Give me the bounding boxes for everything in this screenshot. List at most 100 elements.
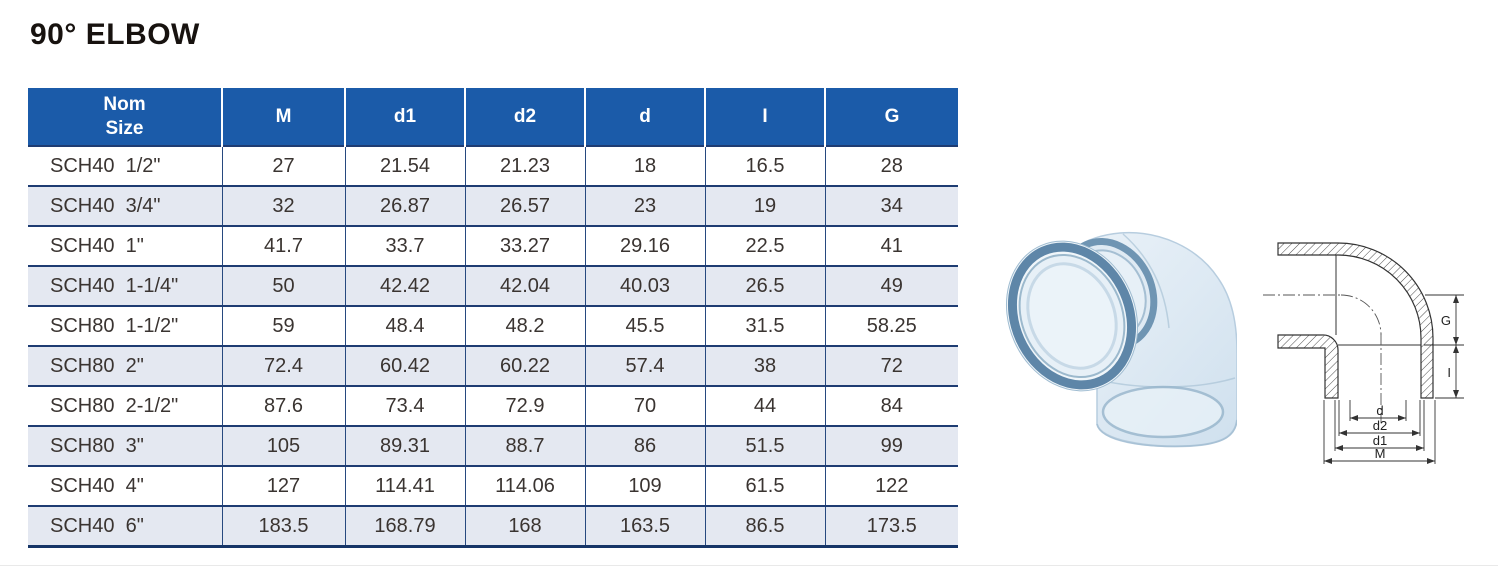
value-cell: 61.5 — [704, 466, 825, 506]
value-cell: 60.22 — [464, 346, 585, 386]
spec-table: Nom Size M d1 d2 d I G SCH40 1/2" 27 21.54… — [28, 88, 958, 548]
value-cell: 122 — [824, 466, 958, 506]
value-cell: 60.42 — [344, 346, 465, 386]
value-cell: 51.5 — [704, 426, 825, 466]
header-row: Nom Size M d1 d2 d I G — [28, 88, 958, 146]
value-cell: 114.41 — [344, 466, 465, 506]
spec-table-body: SCH40 1/2" 27 21.54 21.23 18 16.5 28 SCH40 3/4"… — [28, 146, 958, 547]
table-row: SCH80 2-1/2" 87.6 73.4 72.9 70 44 84 — [28, 386, 958, 426]
nom-size-cell: SCH80 2-1/2" — [50, 394, 179, 417]
table-row: SCH40 1" 41.7 33.7 33.27 29.16 22.5 41 — [28, 226, 958, 266]
header-m: M — [221, 88, 345, 146]
value-cell: 105 — [221, 426, 345, 466]
value-cell: 89.31 — [344, 426, 465, 466]
dim-label-d2: d2 — [1373, 418, 1387, 433]
dim-label-m: M — [1375, 446, 1386, 461]
value-cell: 49 — [824, 266, 958, 306]
table-row: SCH80 1-1/2" 59 48.4 48.2 45.5 31.5 58.25 — [28, 306, 958, 346]
nom-size-cell: SCH40 1/2" — [50, 154, 161, 177]
dome-seam — [1122, 233, 1170, 329]
elbow-section-walls — [1277, 242, 1434, 399]
header-d: d — [584, 88, 705, 146]
nom-size-cell: SCH40 1" — [50, 234, 144, 257]
value-cell: 26.57 — [464, 186, 585, 226]
header-g: G — [824, 88, 958, 146]
value-cell: 40.03 — [584, 266, 705, 306]
value-cell: 32 — [221, 186, 345, 226]
value-cell: 183.5 — [221, 506, 345, 547]
product-photo — [985, 228, 1238, 470]
value-cell: 22.5 — [704, 226, 825, 266]
header-l: I — [704, 88, 825, 146]
value-cell: 127 — [221, 466, 345, 506]
value-cell: 33.27 — [464, 226, 585, 266]
value-cell: 48.2 — [464, 306, 585, 346]
table-row: SCH40 6" 183.5 168.79 168 163.5 86.5 173.5 — [28, 506, 958, 547]
value-cell: 72.9 — [464, 386, 585, 426]
bottom-rim — [1096, 419, 1238, 448]
value-cell: 44 — [704, 386, 825, 426]
value-cell: 27 — [221, 146, 345, 186]
front-socket-ring — [1005, 240, 1139, 392]
table-row: SCH40 1/2" 27 21.54 21.23 18 16.5 28 — [28, 146, 958, 186]
value-cell: 48.4 — [344, 306, 465, 346]
nom-size-cell: SCH40 4" — [50, 474, 144, 497]
value-cell: 26.87 — [344, 186, 465, 226]
value-cell: 72 — [824, 346, 958, 386]
header-d1: d1 — [344, 88, 465, 146]
value-cell: 23 — [584, 186, 705, 226]
bottom-opening — [1101, 385, 1225, 439]
nom-size-cell: SCH40 6" — [50, 514, 144, 537]
nom-size-cell: SCH40 1-1/4" — [50, 274, 179, 297]
value-cell: 59 — [221, 306, 345, 346]
dim-right — [1424, 294, 1464, 399]
value-cell: 42.04 — [464, 266, 585, 306]
value-cell: 28 — [824, 146, 958, 186]
elbow-drawing-svg: G I d d2 d1 M — [1263, 242, 1464, 464]
value-cell: 99 — [824, 426, 958, 466]
table-row: SCH80 3" 105 89.31 88.7 86 51.5 99 — [28, 426, 958, 466]
centerlines — [1263, 294, 1382, 423]
value-cell: 70 — [584, 386, 705, 426]
value-cell: 41 — [824, 226, 958, 266]
table-row: SCH40 3/4" 32 26.87 26.57 23 19 34 — [28, 186, 958, 226]
value-cell: 33.7 — [344, 226, 465, 266]
value-cell: 18 — [584, 146, 705, 186]
value-cell: 29.16 — [584, 226, 705, 266]
technical-drawing: G I d d2 d1 M — [1263, 233, 1468, 478]
value-cell: 86 — [584, 426, 705, 466]
elbow-photo-svg — [1005, 231, 1238, 448]
page-title: 90° ELBOW — [30, 18, 200, 51]
dim-label-i: I — [1447, 365, 1451, 380]
value-cell: 168 — [464, 506, 585, 547]
dim-label-d: d — [1376, 403, 1383, 418]
value-cell: 21.54 — [344, 146, 465, 186]
header-nom-size: Nom Size — [28, 88, 222, 146]
nom-size-cell: SCH80 1-1/2" — [50, 314, 179, 337]
value-cell: 31.5 — [704, 306, 825, 346]
value-cell: 34 — [824, 186, 958, 226]
value-cell: 41.7 — [221, 226, 345, 266]
value-cell: 19 — [704, 186, 825, 226]
value-cell: 173.5 — [824, 506, 958, 547]
value-cell: 58.25 — [824, 306, 958, 346]
nom-size-cell: SCH80 2" — [50, 354, 144, 377]
value-cell: 38 — [704, 346, 825, 386]
value-cell: 42.42 — [344, 266, 465, 306]
table-row: SCH40 1-1/4" 50 42.42 42.04 40.03 26.5 49 — [28, 266, 958, 306]
table-row: SCH40 4" 127 114.41 114.06 109 61.5 122 — [28, 466, 958, 506]
value-cell: 50 — [221, 266, 345, 306]
bottom-divider — [0, 565, 1498, 566]
value-cell: 86.5 — [704, 506, 825, 547]
value-cell: 72.4 — [221, 346, 345, 386]
value-cell: 73.4 — [344, 386, 465, 426]
value-cell: 26.5 — [704, 266, 825, 306]
value-cell: 84 — [824, 386, 958, 426]
value-cell: 57.4 — [584, 346, 705, 386]
value-cell: 88.7 — [464, 426, 585, 466]
value-cell: 87.6 — [221, 386, 345, 426]
dim-bottom — [1323, 400, 1436, 464]
value-cell: 45.5 — [584, 306, 705, 346]
nom-size-cell: SCH40 3/4" — [50, 194, 161, 217]
dim-label-d1: d1 — [1373, 433, 1387, 448]
